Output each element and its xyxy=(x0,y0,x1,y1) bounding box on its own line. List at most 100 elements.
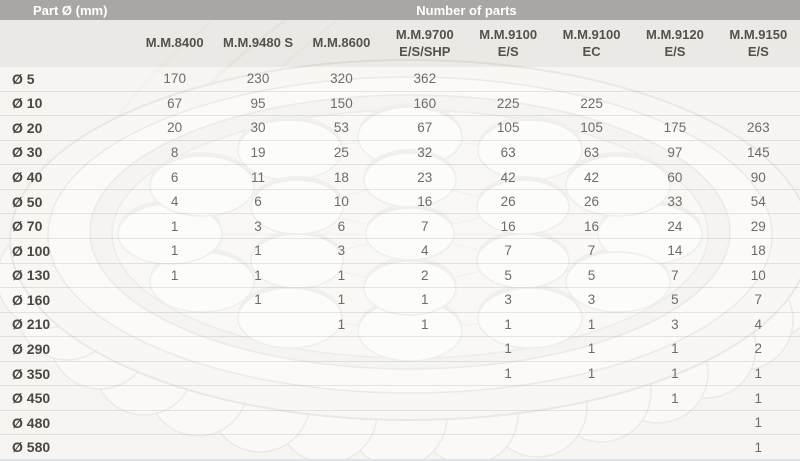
row-label-diameter: Ø 10 xyxy=(12,95,43,112)
cell-value: 67 xyxy=(167,95,183,111)
table-row: Ø 130 1 1 1 2 5 5 7 10 xyxy=(0,263,800,289)
cell-value: 362 xyxy=(413,71,437,87)
cell-value: 5 xyxy=(671,292,679,308)
cell-value: 1 xyxy=(587,366,596,382)
cell-value: 11 xyxy=(251,169,266,185)
column-header-line2: E/S/SHP xyxy=(399,43,451,59)
cell-value: 7 xyxy=(587,243,596,259)
row-label-diameter: Ø 160 xyxy=(12,291,51,308)
cell-value: 32 xyxy=(417,144,433,160)
cell-value: 1 xyxy=(504,366,512,382)
cell-value: 1 xyxy=(754,366,763,382)
column-header-line1: M.M.8600 xyxy=(312,35,371,51)
cell-value: 24 xyxy=(667,218,683,234)
table-row: Ø 480 1 xyxy=(0,410,800,436)
cell-value: 16 xyxy=(417,194,433,210)
row-label-diameter: Ø 130 xyxy=(12,267,51,284)
table-row: Ø 350 1 1 1 1 xyxy=(0,361,800,387)
cell-value: 170 xyxy=(163,71,186,87)
bottom-divider xyxy=(0,459,800,461)
cell-value: 29 xyxy=(750,218,766,234)
column-header-line2: EC xyxy=(582,43,601,59)
cell-value: 1 xyxy=(504,341,512,357)
column-header-line1: M.M.9100 xyxy=(562,26,621,42)
cell-value: 1 xyxy=(170,243,179,259)
row-label-diameter: Ø 30 xyxy=(12,144,43,161)
table-row: Ø 70 1 3 6 7 16 16 24 29 xyxy=(0,214,800,239)
cell-value: 63 xyxy=(500,144,516,160)
column-header-row: M.M.8400 M.M.9480 S M.M.8600 M.M.9700 E/S/SH… xyxy=(0,20,800,67)
column-header-line1: M.M.9120 xyxy=(646,26,704,42)
cell-value: 7 xyxy=(421,218,429,234)
cell-value: 6 xyxy=(337,218,346,234)
cell-value: 10 xyxy=(750,267,766,283)
cell-value: 97 xyxy=(667,144,683,160)
cell-value: 105 xyxy=(580,120,603,136)
table-row: Ø 100 1 1 3 4 7 7 14 18 xyxy=(0,238,800,264)
column-header: M.M.9100 EC xyxy=(550,27,633,61)
table-row: Ø 450 1 1 xyxy=(0,386,800,411)
cell-value: 95 xyxy=(250,95,266,111)
cell-value: 10 xyxy=(333,194,349,210)
column-header-line1: M.M.9480 S xyxy=(223,35,294,51)
row-label-diameter: Ø 350 xyxy=(12,365,51,382)
cell-value: 1 xyxy=(587,341,596,357)
number-of-parts-header: Number of parts xyxy=(416,2,517,18)
cell-value: 90 xyxy=(750,169,766,185)
row-label-diameter: Ø 210 xyxy=(12,316,51,333)
cell-value: 4 xyxy=(170,194,179,210)
cell-value: 3 xyxy=(671,316,679,332)
cell-value: 1 xyxy=(254,243,262,259)
column-header: M.M.8400 xyxy=(133,35,216,52)
row-label-diameter: Ø 70 xyxy=(12,218,43,235)
cell-value: 19 xyxy=(250,144,266,160)
cell-value: 1 xyxy=(254,267,262,283)
cell-value: 1 xyxy=(587,316,596,332)
column-header: M.M.9480 S xyxy=(216,35,299,52)
column-header-line1: M.M.8400 xyxy=(145,35,204,51)
row-label-diameter: Ø 450 xyxy=(12,390,51,407)
table-body: Ø 5 170 230 320 362 Ø 10 67 95 150 160 225 225 Ø 20 2… xyxy=(0,67,800,459)
cell-value: 1 xyxy=(671,341,679,357)
cell-value: 225 xyxy=(580,95,603,111)
cell-value: 105 xyxy=(496,120,520,136)
column-header: M.M.9700 E/S/SHP xyxy=(383,27,466,61)
table-row: Ø 580 1 xyxy=(0,435,800,459)
cell-value: 230 xyxy=(246,71,270,87)
cell-value: 1 xyxy=(504,316,512,332)
cell-value: 1 xyxy=(754,390,763,406)
cell-value: 30 xyxy=(250,120,266,136)
cell-value: 1 xyxy=(754,415,763,431)
row-label-diameter: Ø 480 xyxy=(12,414,51,431)
row-label-diameter: Ø 580 xyxy=(12,439,51,456)
cell-value: 225 xyxy=(496,95,520,111)
cell-value: 320 xyxy=(330,71,353,87)
cell-value: 67 xyxy=(417,120,433,136)
row-label-diameter: Ø 20 xyxy=(12,119,43,136)
table-row: Ø 10 67 95 150 160 225 225 xyxy=(0,91,800,117)
column-header: M.M.9120 E/S xyxy=(633,27,716,61)
cell-value: 1 xyxy=(337,316,346,332)
cell-value: 7 xyxy=(671,267,679,283)
cell-value: 7 xyxy=(504,243,512,259)
cell-value: 145 xyxy=(747,144,770,160)
cell-value: 54 xyxy=(750,194,766,210)
cell-value: 3 xyxy=(504,292,512,308)
cell-value: 16 xyxy=(584,218,600,234)
cell-value: 1 xyxy=(671,366,679,382)
cell-value: 2 xyxy=(421,267,429,283)
cell-value: 20 xyxy=(167,120,183,136)
cell-value: 33 xyxy=(667,194,683,210)
cell-value: 1 xyxy=(671,390,679,406)
cell-value: 63 xyxy=(584,144,600,160)
table-row: Ø 290 1 1 1 2 xyxy=(0,337,800,362)
cell-value: 150 xyxy=(330,95,353,111)
table-row: Ø 20 20 30 53 67 105 105 175 263 xyxy=(0,116,800,141)
cell-value: 6 xyxy=(254,194,262,210)
cell-value: 1 xyxy=(754,439,763,455)
row-label-diameter: Ø 50 xyxy=(12,193,43,210)
column-header-line1: M.M.9150 xyxy=(729,26,788,42)
row-label-diameter: Ø 100 xyxy=(12,242,51,259)
table-row: Ø 50 4 6 10 16 26 26 33 54 xyxy=(0,189,800,215)
